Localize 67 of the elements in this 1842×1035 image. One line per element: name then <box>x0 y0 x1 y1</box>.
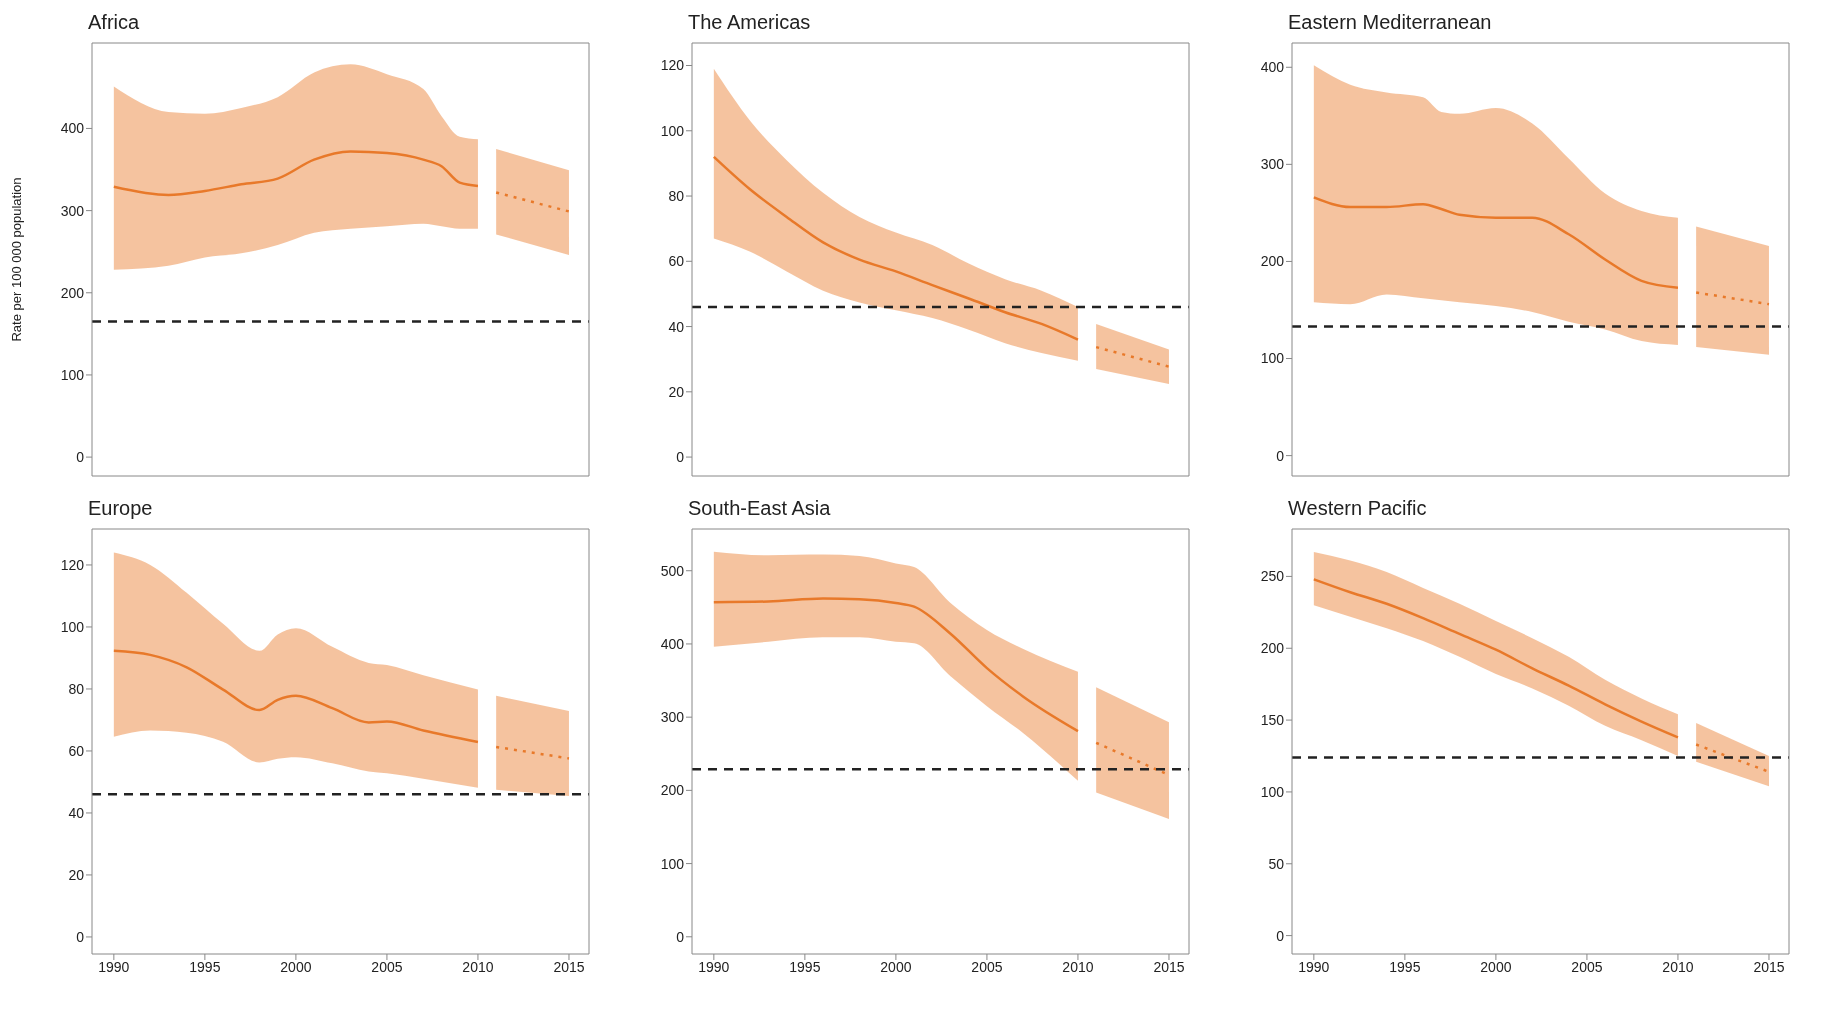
x-tick-label: 2000 <box>1480 958 1512 975</box>
x-tick-label: 2015 <box>1153 958 1185 975</box>
x-tick-label: 2000 <box>280 958 312 975</box>
x-tick-label: 2015 <box>1753 958 1785 975</box>
y-tick-label: 100 <box>660 122 685 139</box>
x-tick-label: 2000 <box>880 958 912 975</box>
y-tick-label: 0 <box>76 449 85 466</box>
y-tick-label: 50 <box>1268 855 1285 872</box>
y-tick-label: 20 <box>68 866 85 883</box>
y-tick-label: 250 <box>1260 568 1285 585</box>
line-series <box>112 649 480 744</box>
x-tick-label: 2010 <box>1062 958 1094 975</box>
y-tick-label: 500 <box>660 562 685 579</box>
chart-title: Africa <box>87 10 141 35</box>
y-tick-label: 0 <box>1276 927 1285 944</box>
y-tick-label: 200 <box>60 284 85 301</box>
y-tick-label: 120 <box>660 57 685 74</box>
y-tick-label: 40 <box>68 804 85 821</box>
y-tick-label: 0 <box>1276 447 1285 464</box>
y-tick-label: 200 <box>1260 640 1285 657</box>
y-axis-title: Rate per 100 000 population <box>8 177 24 342</box>
line-series <box>1312 578 1680 739</box>
y-tick-label: 300 <box>1260 156 1285 173</box>
x-tick-label: 1990 <box>698 958 730 975</box>
y-tick-label: 100 <box>60 366 85 383</box>
x-tick-label: 2010 <box>1662 958 1694 975</box>
y-tick-label: 40 <box>668 318 685 335</box>
y-tick-label: 300 <box>60 202 85 219</box>
chart-title: South-East Asia <box>687 496 832 521</box>
y-tick-label: 60 <box>68 742 85 759</box>
line-series <box>712 155 1080 341</box>
y-tick-label: 100 <box>660 855 685 872</box>
y-tick-label: 400 <box>60 120 85 137</box>
x-tick-label: 1995 <box>189 958 221 975</box>
chart-title: Western Pacific <box>1287 496 1428 521</box>
y-tick-label: 100 <box>1260 783 1285 800</box>
x-tick-label: 1995 <box>789 958 821 975</box>
x-tick-label: 1990 <box>1298 958 1330 975</box>
y-tick-label: 80 <box>668 188 685 204</box>
x-tick-label: 2005 <box>371 958 403 975</box>
y-tick-label: 100 <box>60 618 85 635</box>
chart-title: Eastern Mediterranean <box>1287 10 1493 35</box>
line-series <box>1312 196 1680 289</box>
y-tick-label: 60 <box>668 253 685 270</box>
x-tick-label: 2005 <box>971 958 1003 975</box>
y-tick-label: 200 <box>1260 253 1285 270</box>
y-tick-label: 80 <box>68 680 85 697</box>
y-tick-label: 0 <box>676 449 685 466</box>
x-tick-label: 2005 <box>1571 958 1603 975</box>
line-series <box>712 597 1080 733</box>
y-tick-label: 200 <box>660 782 685 799</box>
line-series <box>112 150 480 197</box>
x-tick-label: 1990 <box>98 958 130 975</box>
y-tick-label: 400 <box>1260 59 1285 76</box>
y-tick-label: 0 <box>676 928 685 945</box>
chart-title: The Americas <box>687 10 812 35</box>
x-tick-label: 1995 <box>1389 958 1421 975</box>
y-tick-label: 300 <box>660 709 685 726</box>
chart-title: Europe <box>87 496 154 521</box>
y-tick-label: 20 <box>668 383 685 400</box>
y-tick-label: 120 <box>60 556 85 573</box>
y-tick-label: 150 <box>1260 712 1285 729</box>
y-tick-label: 0 <box>76 928 85 945</box>
x-tick-label: 2015 <box>553 958 585 975</box>
y-tick-label: 400 <box>660 635 685 652</box>
y-tick-label: 100 <box>1260 350 1285 367</box>
x-tick-label: 2010 <box>462 958 494 975</box>
